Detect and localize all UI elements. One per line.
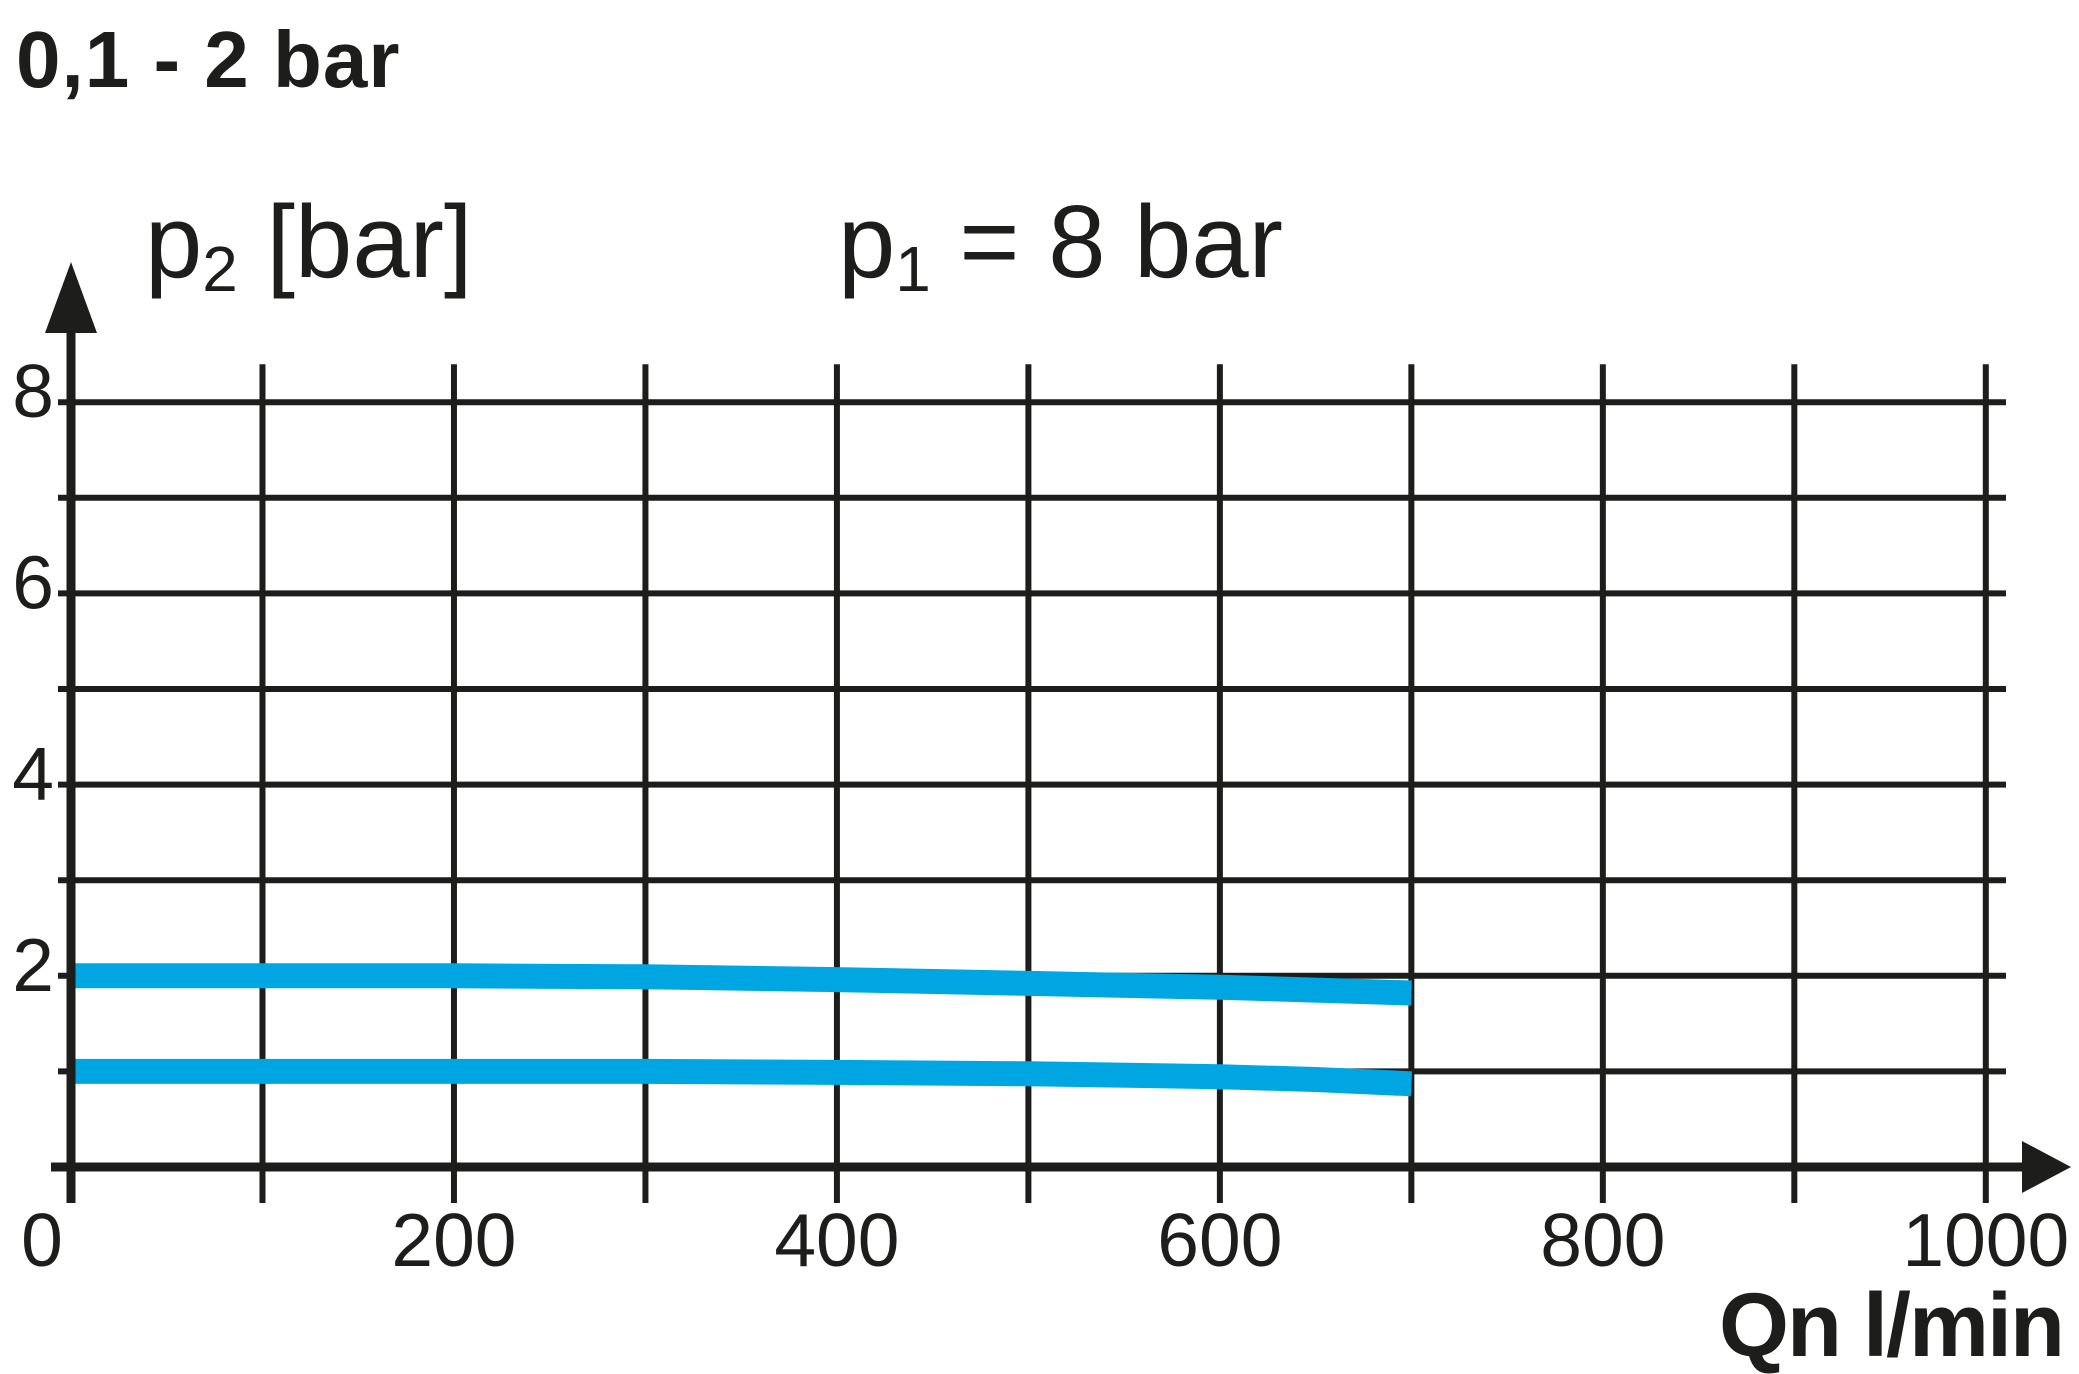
x-axis-title: Qn l/min xyxy=(1719,1276,2065,1374)
y-tick-label: 6 xyxy=(12,540,54,624)
x-tick-label: 600 xyxy=(1157,1198,1282,1282)
y-axis-title-unit: [bar] xyxy=(237,184,473,299)
curve-setpoint-1bar xyxy=(71,1058,1412,1097)
y-axis-title-symbol: p xyxy=(145,184,203,299)
inlet-pressure-symbol: p xyxy=(838,184,896,299)
x-tick-label: 400 xyxy=(774,1198,899,1282)
inlet-pressure-value: = 8 bar xyxy=(930,184,1283,299)
y-tick-label: 4 xyxy=(12,732,54,816)
y-axis-arrow-icon xyxy=(45,262,97,333)
y-tick-label: 2 xyxy=(12,923,54,1007)
curve-setpoint-2bar xyxy=(71,963,1412,1006)
y-axis-title-subscript: 2 xyxy=(202,233,238,306)
inlet-pressure-subscript: 1 xyxy=(895,233,931,306)
chart-range-title: 0,1 - 2 bar xyxy=(16,15,401,104)
inlet-pressure-annotation: p1 = 8 bar xyxy=(838,190,1283,301)
x-tick-label: 200 xyxy=(391,1198,516,1282)
x-tick-label: 1000 xyxy=(1902,1198,2069,1282)
y-tick-label: 8 xyxy=(12,349,54,433)
x-axis-arrow-icon xyxy=(2022,1141,2071,1193)
x-tick-label: 0 xyxy=(21,1198,63,1282)
y-axis-title: p2 [bar] xyxy=(145,190,473,301)
x-tick-label: 800 xyxy=(1540,1198,1665,1282)
